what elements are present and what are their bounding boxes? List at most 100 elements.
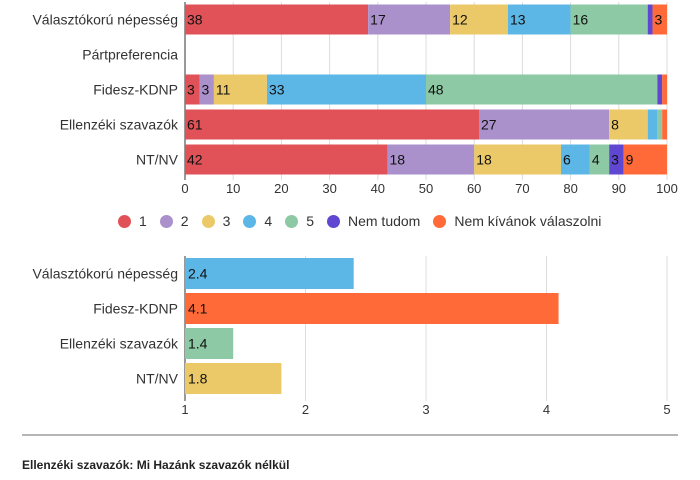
bar-segment-1 <box>185 4 369 35</box>
data-label: 1.4 <box>188 336 208 352</box>
bar-segment-5 <box>570 4 648 35</box>
bar-segment-nem-tudom <box>647 4 653 35</box>
data-label: 18 <box>476 152 492 168</box>
legend-item-3: 3 <box>201 213 231 229</box>
x-tick-label: 80 <box>563 181 577 196</box>
legend-item-nem-k-v-nok-v-laszolni: Nem kívánok válaszolni <box>433 213 601 229</box>
legend-item-5: 5 <box>285 213 314 229</box>
x-tick-label: 2 <box>302 402 309 417</box>
data-label: 8 <box>611 117 619 133</box>
category-label-fidesz-kdnp: Fidesz-KDNP <box>93 82 178 98</box>
bar-segment-4 <box>560 144 590 175</box>
data-label: 33 <box>269 82 285 98</box>
bar-v-laszt-kor-n-pess-g <box>185 258 354 289</box>
data-label: 3 <box>201 82 209 98</box>
bar-segment-nem-k-v-nok-v-laszolni <box>662 74 667 105</box>
category-label-p-rtpreferencia: Pártpreferencia <box>82 47 178 63</box>
x-tick-label: 50 <box>419 181 433 196</box>
category-label-fidesz-kdnp: Fidesz-KDNP <box>93 301 178 317</box>
data-label: 42 <box>187 152 203 168</box>
legend-label: 3 <box>222 213 231 229</box>
bar-segment-4 <box>647 109 658 140</box>
bar-segment-nem-k-v-nok-v-laszolni <box>623 144 667 175</box>
legend-item-nem-tudom: Nem tudom <box>326 213 421 229</box>
data-label: 48 <box>428 82 444 98</box>
legend-label: Nem tudom <box>347 213 421 229</box>
data-label: 27 <box>481 117 497 133</box>
category-label-nt-nv: NT/NV <box>136 371 179 387</box>
legend-swatch <box>118 214 131 228</box>
bar-segment-3 <box>450 4 508 35</box>
bar-segment-nem-tudom <box>657 74 663 105</box>
legend-swatch <box>326 214 340 228</box>
data-label: 4.1 <box>188 301 208 317</box>
legend-item-4: 4 <box>243 213 272 229</box>
bar-segment-5 <box>426 74 658 105</box>
category-label-ellenz-ki-szavaz-k: Ellenzéki szavazók <box>60 336 179 352</box>
legend-swatch <box>243 214 257 228</box>
data-label: 3 <box>187 82 195 98</box>
x-tick-label: 20 <box>274 181 288 196</box>
x-tick-label: 0 <box>181 181 188 196</box>
data-label: 4 <box>592 152 600 168</box>
x-tick-label: 60 <box>467 181 481 196</box>
x-tick-label: 5 <box>663 402 670 417</box>
bar-segment-1 <box>185 144 388 175</box>
category-label-v-laszt-kor-n-pess-g: Választókorú népesség <box>32 266 178 282</box>
x-tick-label: 4 <box>543 402 550 417</box>
bar-segment-3 <box>213 74 267 105</box>
bar-fidesz-kdnp <box>185 293 559 324</box>
x-tick-label: 3 <box>422 402 429 417</box>
legend-label: 5 <box>306 213 314 229</box>
divider <box>22 434 678 436</box>
bar-nt-nv <box>185 363 282 394</box>
bar-segment-2 <box>368 4 451 35</box>
bar-segment-nem-tudom <box>609 144 624 175</box>
category-label-ellenz-ki-szavaz-k: Ellenzéki szavazók <box>60 117 179 133</box>
x-tick-label: 70 <box>515 181 529 196</box>
bar-segment-3 <box>609 109 648 140</box>
data-label: 3 <box>611 152 619 168</box>
x-tick-label: 40 <box>371 181 385 196</box>
data-label: 1.8 <box>188 371 208 387</box>
bar-segment-4 <box>507 4 571 35</box>
bar-segment-1 <box>185 109 480 140</box>
legend-label: 1 <box>139 213 147 229</box>
bar-segment-nem-k-v-nok-v-laszolni <box>662 109 667 140</box>
bar-segment-nem-k-v-nok-v-laszolni <box>652 4 667 35</box>
stacked-bar-chart: 0 10 20 30 40 50 60 70 80 90 100 Választókorú népes… <box>32 2 678 196</box>
legend-label: Nem kívánok válaszolni <box>454 213 602 229</box>
bar-segment-2 <box>199 74 214 105</box>
data-label: 17 <box>370 12 386 28</box>
legend-label: 2 <box>180 213 189 229</box>
bar-segment-2 <box>387 144 475 175</box>
x-tick-label: 10 <box>226 181 240 196</box>
data-label: 6 <box>563 152 571 168</box>
data-label: 12 <box>452 12 468 28</box>
data-label: 11 <box>216 82 231 98</box>
bar-segment-2 <box>479 109 610 140</box>
legend-swatch <box>201 214 215 228</box>
legend-item-1: 1 <box>118 213 147 229</box>
bar-segment-1 <box>185 74 200 105</box>
data-label: 3 <box>655 12 663 28</box>
legend-label: 4 <box>264 213 273 229</box>
bar-segment-5 <box>657 109 663 140</box>
chart-legend: 1 2 3 4 5 Nem tudom Nem kívánok válaszolni <box>118 213 614 229</box>
category-label-v-laszt-kor-n-pess-g: Választókorú népesség <box>32 12 178 28</box>
legend-swatch <box>433 214 447 228</box>
data-label: 38 <box>187 12 203 28</box>
data-label: 2.4 <box>188 266 208 282</box>
average-bar-chart: 1 2 3 4 5 Választókorú népesség 2.4 Fidesz-KDNP… <box>32 256 671 417</box>
legend-swatch <box>159 214 173 228</box>
x-tick-label: 90 <box>612 181 626 196</box>
bar-ellenz-ki-szavaz-k <box>185 328 234 359</box>
data-label: 16 <box>573 12 589 28</box>
data-label: 18 <box>389 152 405 168</box>
bar-segment-4 <box>266 74 426 105</box>
legend-item-2: 2 <box>159 213 189 229</box>
x-tick-label: 1 <box>181 402 188 417</box>
bar-segment-3 <box>474 144 561 175</box>
data-label: 61 <box>187 117 203 133</box>
data-label: 13 <box>510 12 526 28</box>
